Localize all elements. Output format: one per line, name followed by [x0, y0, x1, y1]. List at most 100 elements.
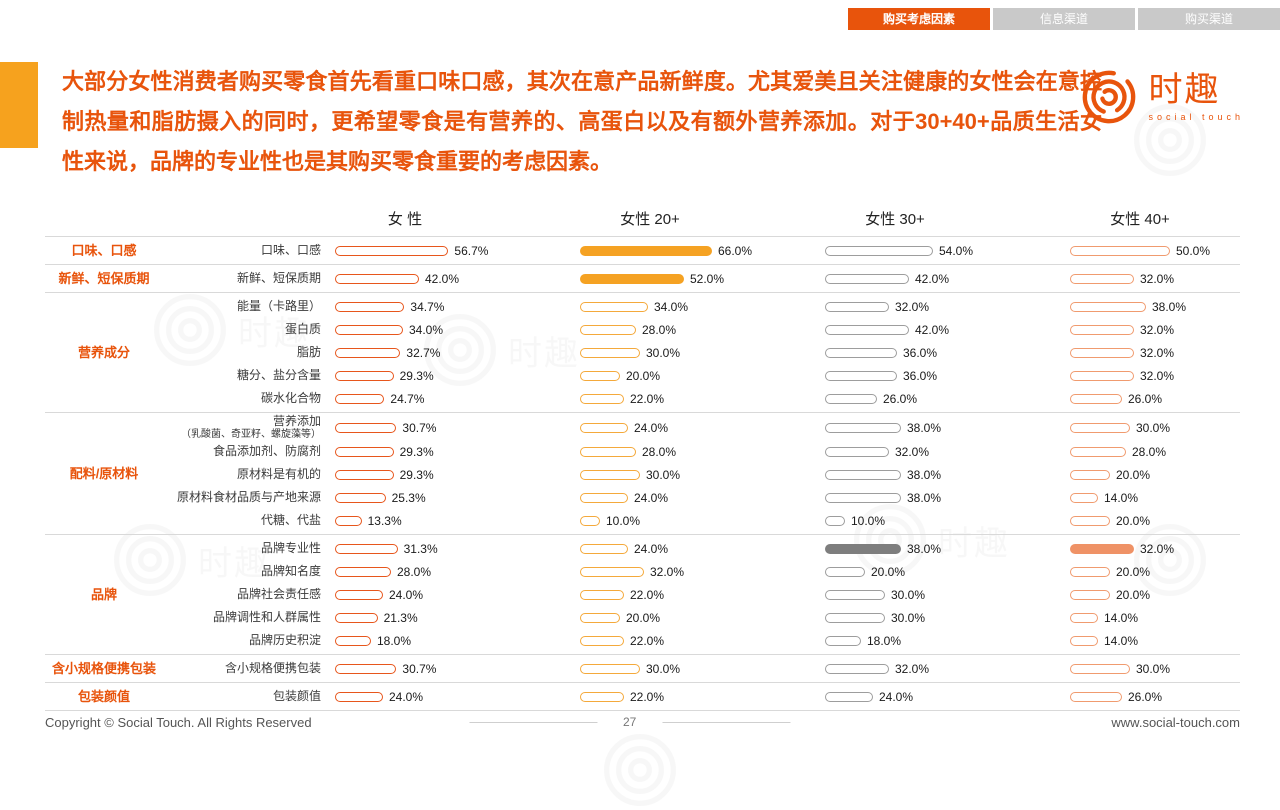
row-label: 品牌专业性 — [163, 541, 335, 556]
bar — [825, 469, 901, 480]
tab-purchase-channels[interactable]: 购买渠道 — [1138, 8, 1280, 30]
bar — [825, 347, 897, 358]
row-label: 糖分、盐分含量 — [163, 368, 335, 383]
category-rows: 包装颜值 24.0% 22.0% 24.0% 26.0% — [163, 685, 1240, 708]
bar-cell: 30.0% — [1070, 662, 1230, 676]
bar-cell: 28.0% — [1070, 445, 1230, 459]
bar — [580, 446, 636, 457]
row-label-text: 营养添加 — [272, 414, 321, 428]
bar — [335, 566, 391, 577]
row-label: 品牌社会责任感 — [163, 587, 335, 602]
bar — [335, 589, 383, 600]
row-label: 能量（卡路里） — [163, 298, 335, 314]
bar — [1070, 566, 1110, 577]
spiral-watermark-icon — [154, 294, 226, 366]
bar-cell: 20.0% — [1070, 588, 1230, 602]
bar-cell: 38.0% — [825, 542, 1070, 556]
bar — [1070, 245, 1170, 256]
bar — [1070, 324, 1134, 335]
category-rows: 新鲜、短保质期 42.0% 52.0% 42.0% 32.0% — [163, 267, 1240, 290]
bar-cell: 14.0% — [1070, 611, 1230, 625]
bar-cell: 38.0% — [1070, 300, 1230, 314]
bar — [1070, 515, 1110, 526]
bar-cell: 32.0% — [1070, 346, 1230, 360]
bar-cell: 30.0% — [580, 662, 825, 676]
chart-column-headers: 女 性 女性 20+ 女性 30+ 女性 40+ — [45, 200, 1240, 236]
percent-label: 38.0% — [907, 420, 942, 435]
percent-label: 14.0% — [1104, 490, 1139, 505]
row-label-text: 代糖、代盐 — [260, 512, 321, 527]
tab-purchase-considerations[interactable]: 购买考虑因素 — [848, 8, 990, 30]
bar-cell: 22.0% — [580, 634, 825, 648]
percent-label: 34.0% — [409, 322, 444, 337]
spiral-logo-icon — [1083, 70, 1136, 124]
bar — [335, 245, 449, 256]
percent-label: 34.7% — [410, 299, 445, 314]
chart: 女 性 女性 20+ 女性 30+ 女性 40+ 口味、口感 口味、口感 56.7% 66.0… — [45, 200, 1240, 712]
bar — [1070, 446, 1126, 457]
bar-cell: 31.3% — [335, 542, 580, 556]
watermark — [600, 730, 680, 810]
percent-label: 26.0% — [1128, 689, 1163, 704]
category-group: 口味、口感 口味、口感 56.7% 66.0% 54.0% 50.0% — [45, 236, 1240, 264]
row-label-text: 能量（卡路里） — [236, 298, 321, 313]
footer-divider-right — [662, 721, 791, 723]
column-header: 女性 40+ — [1070, 208, 1230, 229]
tab-information-channels[interactable]: 信息渠道 — [993, 8, 1135, 30]
percent-label: 24.0% — [634, 490, 669, 505]
column-header-label: 女性 40+ — [1110, 210, 1170, 228]
bar-cell: 32.0% — [1070, 542, 1230, 556]
watermark-text: 时趣 — [938, 524, 1010, 563]
bar-cell: 32.0% — [825, 445, 1070, 459]
bar-cell: 14.0% — [1070, 491, 1230, 505]
bar-row: 品牌专业性 31.3% 24.0% 38.0% 32.0% — [163, 537, 1240, 560]
row-label: 品牌调性和人群属性 — [163, 609, 335, 625]
bar — [580, 515, 600, 526]
percent-label: 42.0% — [915, 271, 950, 286]
percent-label: 32.0% — [1140, 345, 1175, 360]
bar — [335, 273, 419, 284]
bar-cell: 30.0% — [1070, 421, 1230, 435]
percent-label: 30.0% — [891, 610, 926, 625]
bar-cell: 26.0% — [1070, 392, 1230, 406]
bar-cell: 24.0% — [335, 690, 580, 704]
copyright-text: Copyright © Social Touch. All Rights Res… — [45, 715, 312, 730]
percent-label: 38.0% — [907, 541, 942, 556]
percent-label: 26.0% — [1128, 391, 1163, 406]
percent-label: 38.0% — [907, 467, 942, 482]
row-label-text: 含小规格便携包装 — [224, 660, 321, 675]
top-tab-bar: 购买考虑因素 信息渠道 购买渠道 — [848, 8, 1280, 30]
percent-label: 28.0% — [642, 444, 677, 459]
watermark: 时趣 — [110, 520, 270, 600]
category-group: 含小规格便携包装 含小规格便携包装 30.7% 30.0% 32.0% 30.0% — [45, 654, 1240, 682]
percent-label: 42.0% — [425, 271, 460, 286]
category-group: 营养成分 能量（卡路里） 34.7% 34.0% 32.0% 38.0% 蛋白质 34.0% 2… — [45, 292, 1240, 412]
column-header-label: 女 性 — [387, 210, 423, 228]
bar-cell: 20.0% — [1070, 514, 1230, 528]
bar-cell: 25.3% — [335, 491, 580, 505]
bar-cell: 42.0% — [825, 323, 1070, 337]
percent-label: 32.0% — [895, 444, 930, 459]
percent-label: 66.0% — [718, 243, 753, 258]
bar — [1070, 469, 1110, 480]
bar — [335, 370, 394, 381]
percent-label: 30.0% — [1136, 420, 1171, 435]
percent-label: 25.3% — [391, 490, 426, 505]
bar-cell: 24.0% — [580, 491, 825, 505]
bar-cell: 38.0% — [825, 491, 1070, 505]
row-label: 营养添加 （乳酸菌、奇亚籽、螺旋藻等） — [163, 414, 335, 440]
bar-row: 原材料是有机的 29.3% 30.0% 38.0% 20.0% — [163, 463, 1240, 486]
bar-cell: 22.0% — [580, 588, 825, 602]
row-label-text: 口味、口感 — [260, 242, 321, 257]
percent-label: 20.0% — [1116, 587, 1151, 602]
row-label-text: 品牌调性和人群属性 — [212, 609, 321, 624]
footer-divider-left — [468, 721, 597, 723]
row-label: 品牌知名度 — [163, 564, 335, 579]
percent-label: 28.0% — [397, 564, 432, 579]
bar-cell: 50.0% — [1070, 244, 1230, 258]
bar-cell: 21.3% — [335, 611, 580, 625]
bar-cell: 29.3% — [335, 468, 580, 482]
row-label-subtext: （乳酸菌、奇亚籽、螺旋藻等） — [181, 428, 321, 440]
row-label: 口味、口感 — [163, 242, 335, 258]
bar-cell: 18.0% — [335, 634, 580, 648]
